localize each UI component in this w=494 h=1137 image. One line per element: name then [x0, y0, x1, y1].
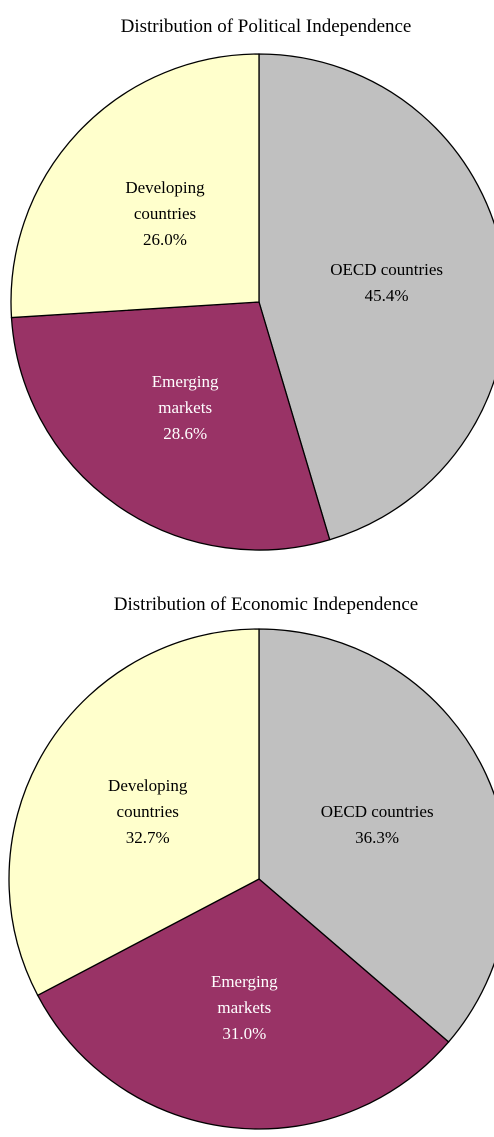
pie-slice: [258, 628, 494, 1043]
category-label: Developing countries: [108, 775, 188, 821]
value-label: 45.4%: [364, 286, 409, 306]
slice-label: Developing countries 26.0%: [110, 175, 220, 253]
chart-title: Distribution of Economic Independence: [113, 594, 419, 615]
slice-label: OECD countries 36.3%: [321, 799, 434, 851]
value-label: 32.7%: [125, 827, 170, 847]
category-label: OECD countries: [330, 260, 444, 280]
pie-slice: [8, 628, 260, 997]
pie-slice: [258, 53, 494, 541]
category-label: Emerging markets: [151, 371, 219, 417]
pie-slice: [10, 301, 331, 551]
category-label: Emerging markets: [210, 972, 278, 1018]
pie-slice: [10, 53, 260, 319]
value-label: 28.6%: [163, 423, 208, 443]
slice-label: Emerging markets 28.6%: [135, 369, 235, 447]
slice-label: Developing countries 32.7%: [93, 773, 203, 851]
chart-title: Distribution of Political Independence: [120, 16, 412, 37]
value-label: 26.0%: [143, 229, 187, 249]
slice-label: OECD countries 45.4%: [330, 257, 443, 309]
slice-label: Emerging markets 31.0%: [194, 969, 294, 1047]
category-label: OECD countries: [320, 801, 434, 821]
value-label: 36.3%: [355, 827, 400, 847]
value-label: 31.0%: [222, 1024, 267, 1044]
category-label: Developing countries: [125, 177, 205, 223]
